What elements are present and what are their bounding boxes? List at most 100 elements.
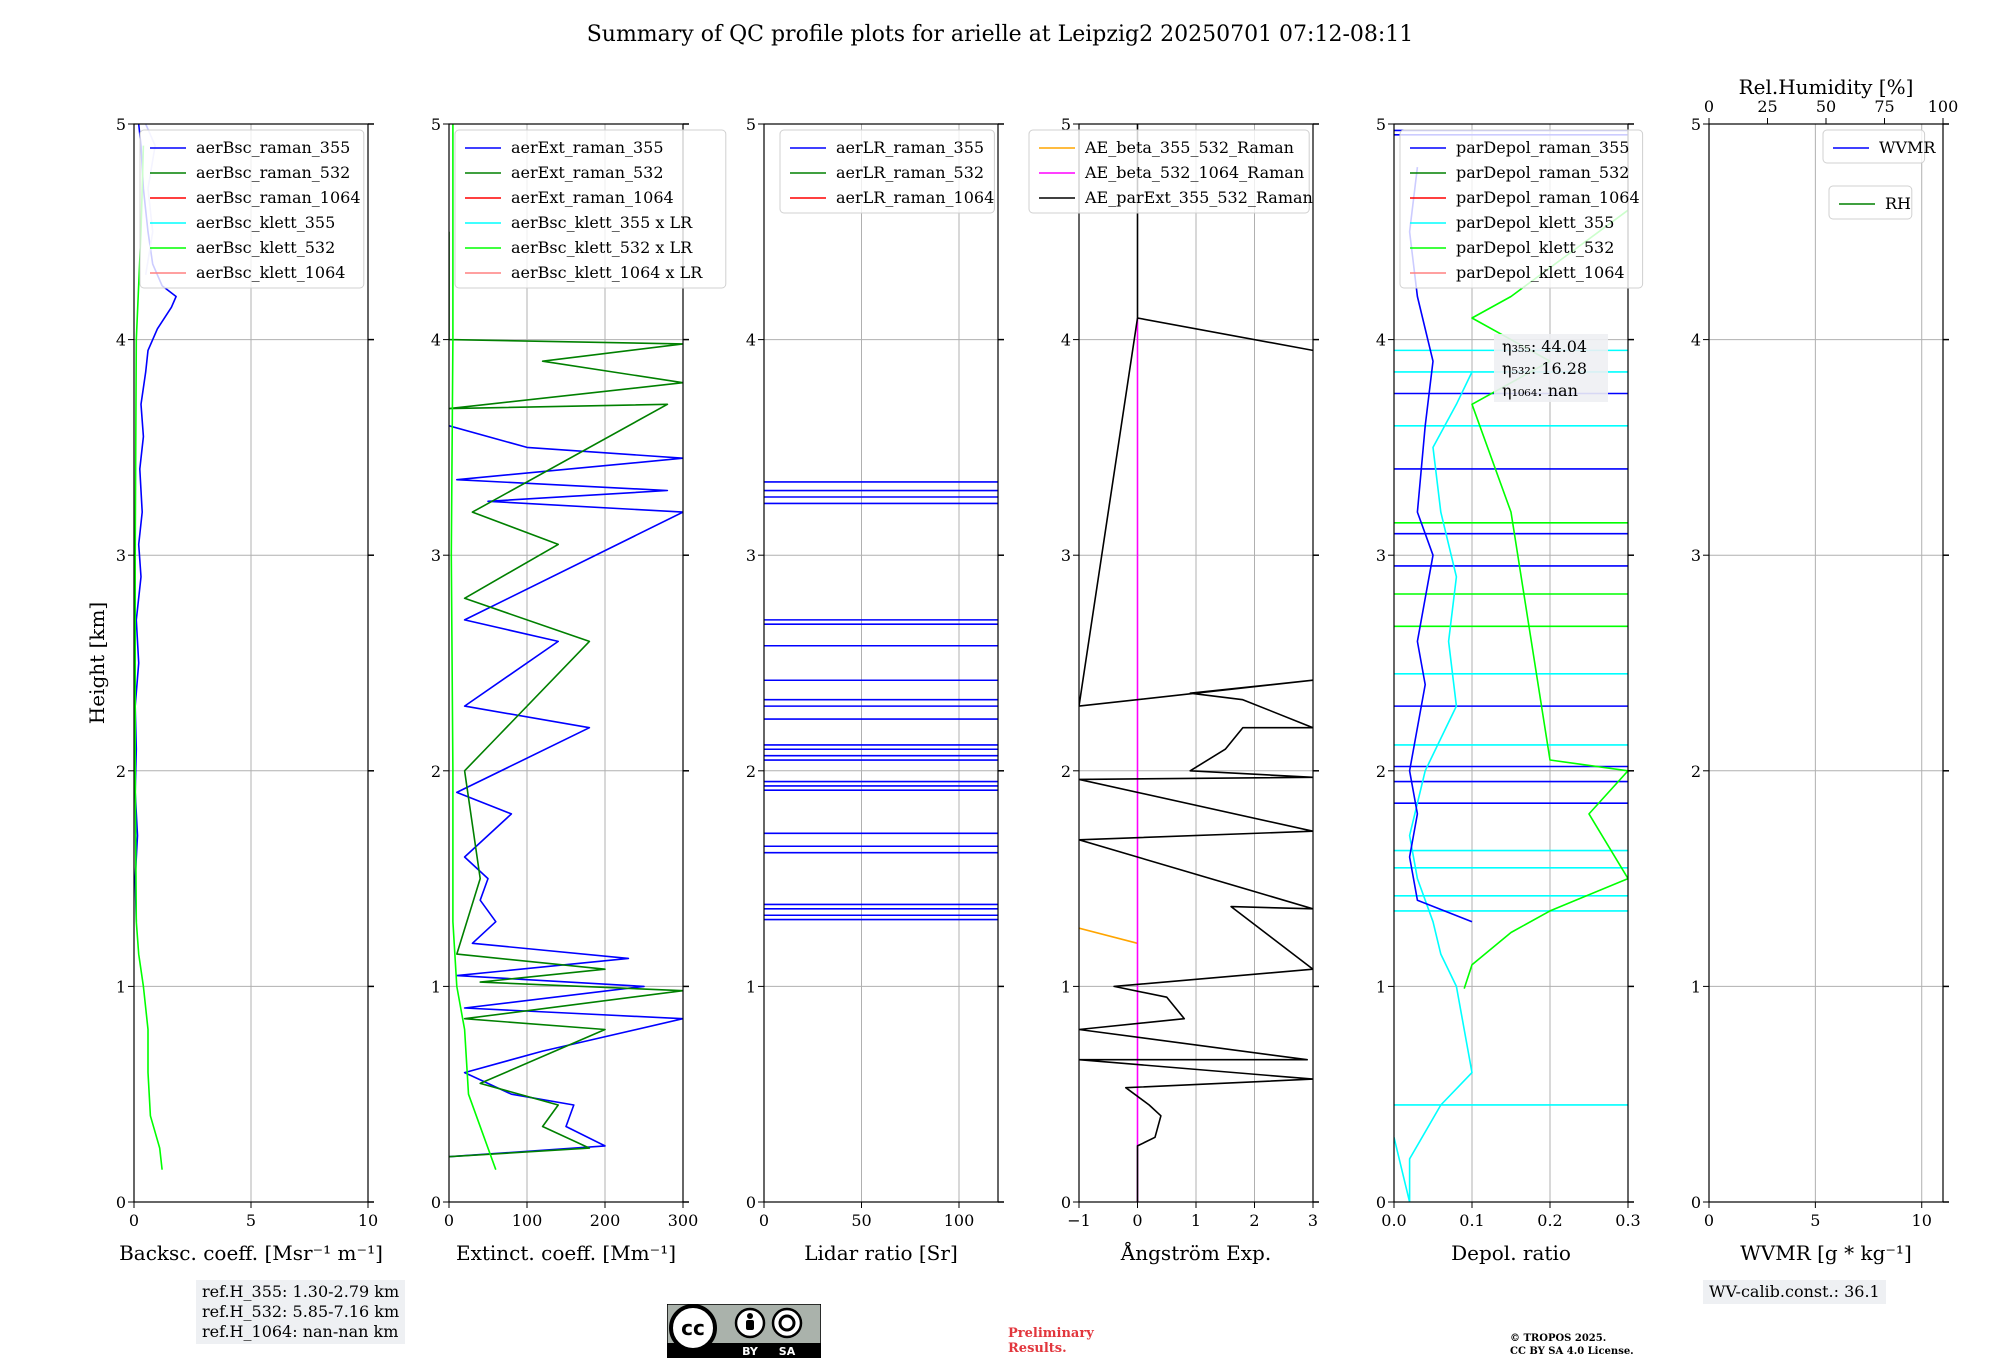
x-tick-label: 0: [1132, 1211, 1142, 1230]
legend-entry: RH: [1885, 194, 1911, 213]
preliminary-line-2: Results.: [1008, 1341, 1067, 1356]
x-axis-label: Extinct. coeff. [Mm⁻¹]: [456, 1241, 676, 1265]
y-tick-label: 0: [116, 1193, 126, 1212]
legend-entry: aerBsc_raman_1064: [196, 188, 361, 207]
y-tick-label: 3: [431, 546, 441, 565]
legend-frame: [779, 129, 995, 214]
y-tick-label: 1: [1691, 977, 1701, 996]
legend-entry: aerBsc_raman_532: [196, 163, 350, 182]
y-tick-label: 0: [1061, 1193, 1071, 1212]
data-layer: [1394, 129, 1628, 1202]
x-tick-label: 0.0: [1381, 1211, 1406, 1230]
y-tick-label: 1: [116, 977, 126, 996]
ref-height-532: ref.H_532: 5.85-7.16 km: [202, 1302, 400, 1321]
legend-frame: [1822, 129, 1926, 164]
x-axis-label: WVMR [g * kg⁻¹]: [1740, 1241, 1912, 1265]
y-tick-label: 3: [1376, 546, 1386, 565]
legend-entry: parDepol_klett_1064: [1456, 263, 1625, 282]
annotation-line: η₃₅₅: 44.04: [1502, 337, 1587, 356]
axes-frame: [763, 123, 999, 1203]
y-tick-label: 1: [1061, 977, 1071, 996]
y-tick-label: 1: [431, 977, 441, 996]
legend-entry: parDepol_raman_532: [1456, 163, 1629, 182]
panel-lr: 0 50 100 0 1 2 3 4 5 Lidar ratio [Sr] aerLR_raman_…: [746, 115, 1004, 1265]
y-tick-label: 2: [1691, 762, 1701, 781]
axes-frame: [1393, 123, 1629, 1203]
x-tick-label: 1: [1191, 1211, 1201, 1230]
legend-entry: aerBsc_klett_1064: [196, 263, 345, 282]
x-tick-label: 0: [129, 1211, 139, 1230]
series-line-AE_beta_355_532_Raman: [1079, 927, 1138, 945]
figure-title: Summary of QC profile plots for arielle …: [586, 22, 1414, 47]
depol-annotation: η₃₅₅: 44.04 η₅₃₂: 16.28 η₁₀₆₄: nan: [1494, 334, 1608, 402]
y-tick-label: 0: [1376, 1193, 1386, 1212]
legend-entry: aerExt_raman_1064: [511, 188, 674, 207]
legend-frame: [139, 129, 365, 289]
legend-entry: aerBsc_raman_355: [196, 138, 350, 157]
x-tick-label: 200: [590, 1211, 621, 1230]
series-line-parDepol_klett_532: [1463, 209, 1628, 989]
y-tick-label: 5: [1376, 115, 1386, 134]
y-tick-label: 3: [1691, 546, 1701, 565]
legend: aerExt_raman_355 aerExt_raman_532 aerExt_r…: [454, 129, 727, 289]
legend-entry: parDepol_klett_532: [1456, 238, 1614, 257]
legend-entry: aerLR_raman_355: [836, 138, 984, 157]
ref-height-1064: ref.H_1064: nan-nan km: [202, 1322, 399, 1341]
annotation-line: η₁₀₆₄: nan: [1502, 381, 1578, 400]
x-axis-label: Depol. ratio: [1451, 1241, 1571, 1265]
x-axis-label: Backsc. coeff. [Msr⁻¹ m⁻¹]: [119, 1241, 383, 1265]
preliminary-line-1: Preliminary: [1008, 1326, 1094, 1341]
x-tick-label: 100: [512, 1211, 543, 1230]
legend-entry: aerLR_raman_1064: [836, 188, 994, 207]
panel-ext: 0 100 200 300 0 1 2 3 4 5 Extinct. coeff. [Mm⁻¹] ae…: [431, 115, 727, 1265]
legend-entry: aerExt_raman_532: [511, 163, 664, 182]
x-tick-label: 0: [444, 1211, 454, 1230]
ref-height-355: ref.H_355: 1.30-2.79 km: [202, 1282, 400, 1301]
legend-frame: [454, 129, 727, 289]
copyright-note: © TROPOS 2025. CC BY SA 4.0 License.: [1510, 1332, 1634, 1358]
y-tick-label: 2: [116, 762, 126, 781]
cc-by-sa-logo: cc BY SA: [667, 1304, 821, 1358]
x-tick-label: 300: [668, 1211, 699, 1230]
x-tick-label: 0.2: [1537, 1211, 1562, 1230]
top-x-tick-label: 0: [1704, 97, 1714, 116]
x-tick-label: 100: [944, 1211, 975, 1230]
x-tick-label: −1: [1067, 1211, 1091, 1230]
legend-entry: AE_parExt_355_532_Raman: [1084, 188, 1313, 207]
y-tick-label: 0: [746, 1193, 756, 1212]
y-tick-label: 2: [746, 762, 756, 781]
copyright-line-1: © TROPOS 2025.: [1510, 1333, 1607, 1344]
annotation-box: [1494, 334, 1608, 402]
y-tick-label: 0: [1691, 1193, 1701, 1212]
x-tick-label: 5: [1810, 1211, 1820, 1230]
legend-entry: aerBsc_klett_532 x LR: [511, 238, 693, 257]
panel-bsc: 0 5 10 0 1 2 3 4 5 Backsc. coeff. [Msr⁻¹ m⁻¹] Heig…: [85, 115, 383, 1265]
legend-entry: aerBsc_klett_355: [196, 213, 335, 232]
legend-entry: aerBsc_klett_355 x LR: [511, 213, 693, 232]
legend-entry: AE_beta_355_532_Raman: [1084, 138, 1294, 157]
series-line-aerBsc_klett_532 x LR: [450, 124, 497, 1170]
legend-frame: [1828, 185, 1913, 220]
legend-entry: WVMR: [1879, 138, 1936, 157]
y-tick-label: 0: [431, 1193, 441, 1212]
legend-entry: aerBsc_klett_532: [196, 238, 335, 257]
y-tick-label: 3: [116, 546, 126, 565]
x-tick-label: 2: [1249, 1211, 1259, 1230]
x-axis-label: Lidar ratio [Sr]: [804, 1241, 958, 1265]
y-tick-label: 5: [746, 115, 756, 134]
reference-height-box: ref.H_355: 1.30-2.79 km ref.H_532: 5.85-…: [196, 1280, 406, 1344]
legend-entry: aerLR_raman_532: [836, 163, 984, 182]
axes-frame: [448, 123, 684, 1203]
data-layer: [764, 481, 998, 921]
data-layer: [449, 124, 683, 1170]
x-tick-label: 50: [851, 1211, 871, 1230]
legend-frame: [1399, 129, 1644, 289]
x-tick-label: 10: [1912, 1211, 1932, 1230]
y-tick-label: 3: [1061, 546, 1071, 565]
legend-entry: parDepol_raman_1064: [1456, 188, 1640, 207]
top-x-axis-label: Rel.Humidity [%]: [1739, 75, 1914, 99]
series-line-AE_parExt_355_532_Raman: [1079, 124, 1313, 1202]
